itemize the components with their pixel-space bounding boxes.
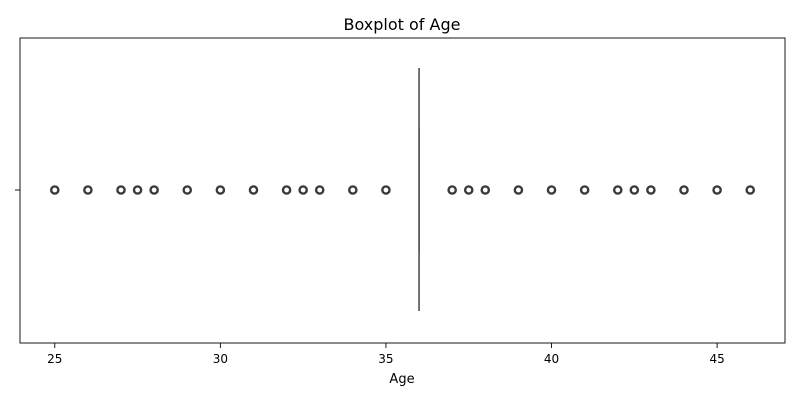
outlier-point [614, 186, 621, 193]
chart-title: Boxplot of Age [344, 15, 461, 34]
x-tick-label: 40 [544, 352, 559, 366]
x-axis-label: Age [389, 372, 414, 387]
outlier-point [184, 186, 191, 193]
outlier-point [217, 186, 224, 193]
x-tick-label: 45 [709, 352, 724, 366]
outlier-point [631, 186, 638, 193]
outlier-point [134, 186, 141, 193]
x-ticks: 25 30 35 40 45 [47, 343, 725, 366]
outlier-point [316, 186, 323, 193]
outlier-point [382, 186, 389, 193]
outlier-point [714, 186, 721, 193]
x-tick-label: 30 [213, 352, 228, 366]
outlier-point [482, 186, 489, 193]
outlier-group [51, 186, 754, 193]
outlier-point [747, 186, 754, 193]
outlier-point [51, 186, 58, 193]
outlier-point [449, 186, 456, 193]
outlier-point [117, 186, 124, 193]
outlier-point [349, 186, 356, 193]
outlier-point [465, 186, 472, 193]
outlier-point [151, 186, 158, 193]
outlier-point [84, 186, 91, 193]
x-tick-label: 25 [47, 352, 62, 366]
x-tick-label: 35 [378, 352, 393, 366]
outlier-point [647, 186, 654, 193]
outlier-point [300, 186, 307, 193]
outlier-point [250, 186, 257, 193]
outlier-point [515, 186, 522, 193]
outlier-point [548, 186, 555, 193]
outlier-point [581, 186, 588, 193]
outlier-point [680, 186, 687, 193]
outlier-point [283, 186, 290, 193]
